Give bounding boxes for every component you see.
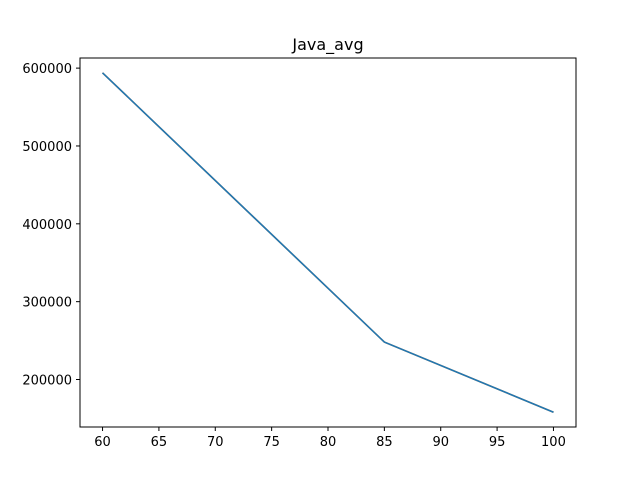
y-tick-label: 300000 <box>22 296 72 311</box>
series-group <box>101 72 554 413</box>
chart-title: Java_avg <box>291 35 363 55</box>
x-tick-label: 80 <box>320 435 337 450</box>
y-tick-label: 500000 <box>22 140 72 155</box>
x-tick-label: 90 <box>432 435 449 450</box>
y-tick-label: 200000 <box>22 374 72 389</box>
series-line <box>101 72 554 413</box>
x-axis: 60 65 70 75 80 85 90 95 100 <box>94 427 566 450</box>
x-tick-label: 95 <box>489 435 506 450</box>
x-tick-label: 85 <box>376 435 393 450</box>
plot-frame <box>79 57 577 428</box>
x-tick-label: 100 <box>541 435 566 450</box>
y-axis: 200000 300000 400000 500000 600000 <box>22 62 80 389</box>
x-tick-label: 65 <box>151 435 168 450</box>
y-tick-label: 600000 <box>22 62 72 77</box>
x-tick-label: 70 <box>207 435 224 450</box>
x-tick-label: 60 <box>94 435 111 450</box>
x-tick-label: 75 <box>263 435 280 450</box>
y-tick-label: 400000 <box>22 218 72 233</box>
series-line <box>101 72 554 413</box>
